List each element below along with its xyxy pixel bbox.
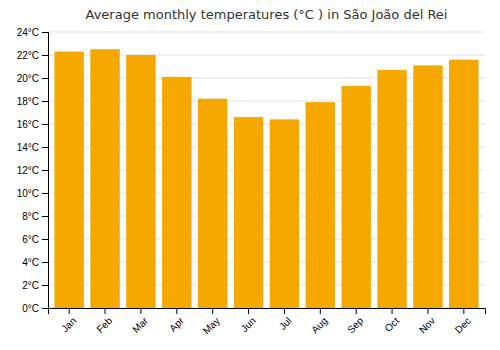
x-tick-mark	[140, 308, 141, 314]
y-tick: 8°C	[22, 211, 48, 222]
x-tick-label: May	[201, 315, 222, 336]
y-tick-label: 18°C	[17, 96, 39, 107]
y-tick-label: 0°C	[22, 303, 39, 314]
x-tick: Oct	[382, 308, 401, 334]
y-tick-mark	[42, 78, 48, 79]
x-tick-mark	[356, 308, 357, 314]
y-tick: 24°C	[17, 27, 48, 38]
x-tick-mark	[212, 308, 213, 314]
bar	[126, 55, 155, 308]
y-tick-mark	[42, 147, 48, 148]
y-tick: 22°C	[17, 50, 48, 61]
bar	[162, 77, 191, 308]
y-tick-label: 22°C	[17, 50, 39, 61]
y-tick-label: 8°C	[22, 211, 39, 222]
x-tick: Nov	[417, 308, 437, 335]
y-tick: 18°C	[17, 96, 48, 107]
x-tick: Jan	[59, 308, 78, 334]
axis-line	[42, 33, 49, 309]
x-tick-label: Jul	[277, 315, 294, 332]
bar	[234, 117, 263, 308]
y-tick: 10°C	[17, 188, 48, 199]
bar	[306, 102, 335, 308]
x-tick: Apr	[167, 308, 186, 334]
x-tick-mark	[463, 308, 464, 314]
x-tick-mark	[248, 308, 249, 314]
x-tick-mark	[176, 308, 177, 314]
bar	[90, 49, 119, 308]
bar	[270, 119, 299, 308]
x-tick-label: Feb	[94, 315, 114, 335]
y-tick-label: 4°C	[22, 257, 39, 268]
plot: Jan Feb Mar Apr May Jun Jul Aug Sep Oct Nov Dec 0°C 2…	[17, 27, 486, 337]
y-tick-mark	[42, 239, 48, 240]
bar	[54, 52, 83, 308]
y-tick: 20°C	[17, 73, 48, 84]
y-tick: 0°C	[22, 303, 48, 314]
y-tick-mark	[42, 101, 48, 102]
x-tick: Sep	[345, 308, 366, 335]
y-tick: 6°C	[22, 234, 48, 245]
x-tick-label: Oct	[382, 315, 401, 334]
chart-container: Jan Feb Mar Apr May Jun Jul Aug Sep Oct Nov Dec 0°C 2…	[0, 0, 500, 350]
x-tick: Mar	[130, 308, 150, 335]
bar	[341, 86, 370, 308]
y-tick-label: 12°C	[17, 165, 39, 176]
y-tick-mark	[42, 32, 48, 33]
y-tick: 16°C	[17, 119, 48, 130]
title: Average monthly temperatures (°C ) in Sã…	[86, 7, 448, 22]
x-tick-label: Aug	[309, 315, 329, 335]
bar	[449, 60, 478, 308]
x-tick-mark	[69, 308, 70, 314]
x-tick-mark	[392, 308, 393, 314]
x-tick-mark	[320, 308, 321, 314]
x-tick: May	[201, 308, 222, 336]
x-tick: Dec	[453, 308, 473, 335]
y-tick-mark	[42, 170, 48, 171]
x-tick: Jun	[239, 308, 258, 334]
y-tick-label: 16°C	[17, 119, 39, 130]
y-tick: 4°C	[22, 257, 48, 268]
y-tick-label: 20°C	[17, 73, 39, 84]
y-tick: 14°C	[17, 142, 48, 153]
bar	[377, 70, 406, 308]
x-tick-label: Dec	[453, 315, 473, 335]
y-tick-mark	[42, 262, 48, 263]
grid	[48, 32, 485, 308]
x-tick-mark	[427, 308, 428, 314]
x-tick-label: Mar	[130, 315, 150, 335]
x-tick-label: Apr	[167, 315, 186, 334]
bars	[54, 49, 478, 308]
y-tick-label: 14°C	[17, 142, 39, 153]
y-tick-label: 10°C	[17, 188, 39, 199]
y-tick-mark	[42, 55, 48, 56]
y-tick-label: 24°C	[17, 27, 39, 38]
x-tick-label: Sep	[345, 315, 366, 336]
bar	[413, 65, 442, 308]
x-tick: Jul	[277, 308, 294, 332]
x-tick-label: Jun	[239, 315, 258, 334]
y-tick-mark	[42, 216, 48, 217]
bar	[198, 99, 227, 308]
y-tick: 12°C	[17, 165, 48, 176]
x-tick-mark	[105, 308, 106, 314]
x-tick-label: Nov	[417, 315, 437, 335]
chart-svg: Jan Feb Mar Apr May Jun Jul Aug Sep Oct Nov Dec 0°C 2…	[0, 0, 500, 350]
x-tick-mark	[284, 308, 285, 314]
y-tick-label: 2°C	[22, 280, 39, 291]
grid-line	[48, 32, 485, 33]
y-tick-mark	[42, 285, 48, 286]
x-tick-label: Jan	[59, 315, 78, 334]
y-tick-mark	[42, 308, 48, 309]
x-tick: Feb	[94, 308, 114, 335]
y-tick-mark	[42, 124, 48, 125]
y-tick: 2°C	[22, 280, 48, 291]
axis-line	[49, 309, 486, 315]
y-tick-mark	[42, 193, 48, 194]
x-axis: Jan Feb Mar Apr May Jun Jul Aug Sep Oct Nov Dec	[49, 308, 486, 336]
y-tick-label: 6°C	[22, 234, 39, 245]
y-axis: 0°C 2°C 4°C 6°C 8°C 10°C 12°C 14°C 16°C 18°C 20°C 2…	[17, 27, 49, 314]
x-tick: Aug	[309, 308, 329, 335]
